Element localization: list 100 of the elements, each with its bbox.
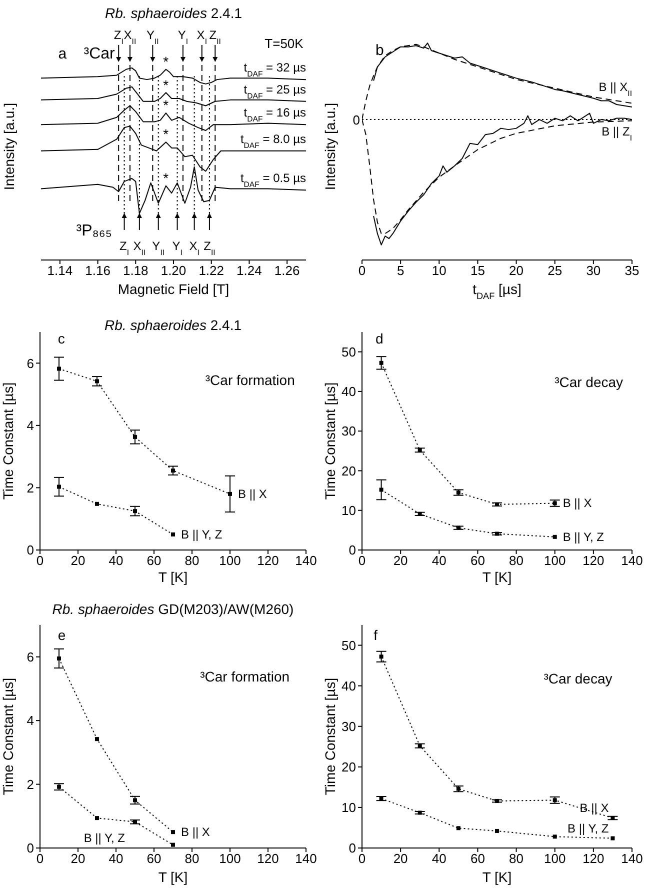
series-label: B || X$_{II}$ [598, 80, 632, 98]
ref-line-label: Z$_{I}$ [114, 28, 124, 46]
series-label: t$_{DAF}$ = 8.0 µs [240, 132, 306, 150]
x-tick-label: 1.24 [236, 263, 262, 278]
ref-line-label: Y$_{II}$ [146, 28, 159, 46]
annotation: * [163, 53, 170, 70]
y-axis-title: Time Constant [µs] [322, 678, 338, 796]
series-label: B || Y, Z [562, 530, 604, 544]
annotation: ³Car formation [205, 372, 295, 388]
ref-line-label: X$_{II}$ [133, 239, 146, 256]
x-tick-label: 1.18 [122, 263, 148, 278]
x-tick-label: 1.26 [274, 263, 300, 278]
y-tick-label: 0 [26, 542, 34, 558]
x-tick-label: 0 [358, 851, 366, 866]
ref-line-label: Y$_{I}$ [172, 239, 182, 256]
x-tick-label: 1.20 [160, 263, 186, 278]
x-tick-label: 120 [582, 553, 604, 568]
chart-title: Rb. sphaeroides 2.4.1 [104, 317, 242, 333]
annotation: e [58, 627, 66, 644]
chart-title: Rb. sphaeroides GD(M203)/AW(M260) [52, 601, 294, 617]
y-tick-label: 50 [342, 638, 356, 653]
x-tick-label: 140 [621, 553, 643, 568]
annotation: ³Car decay [554, 374, 624, 390]
x-tick-label: 25 [548, 263, 562, 278]
series-label: B || X [238, 486, 267, 501]
series-label: t$_{DAF}$ = 16 µs [244, 106, 306, 124]
x-axis-title: T [K] [158, 869, 188, 885]
x-tick-label: 30 [586, 263, 601, 278]
x-tick-label: 60 [470, 553, 485, 568]
ref-line-label: Y$_{II}$ [152, 239, 165, 256]
y-axis-title: Time Constant [µs] [322, 382, 338, 500]
x-tick-label: 80 [509, 553, 524, 568]
ref-line-label: Z$_{II}$ [209, 28, 221, 46]
x-tick-label: 20 [393, 851, 408, 866]
ref-line-label: X$_{I}$ [196, 28, 207, 46]
x-tick-label: 1.16 [85, 263, 110, 278]
x-tick-label: 120 [257, 851, 279, 866]
series-label: t$_{DAF}$ = 32 µs [244, 60, 306, 78]
x-tick-label: 80 [184, 553, 200, 568]
y-axis-title: Time Constant [µs] [0, 678, 16, 796]
x-tick-label: 140 [295, 553, 317, 568]
x-tick-label: 20 [70, 851, 86, 866]
annotation: * [163, 76, 170, 93]
text: a [58, 44, 68, 62]
y-tick-label: 0 [26, 840, 34, 856]
x-tick-label: 35 [624, 263, 640, 278]
y-tick-label: 10 [342, 502, 356, 518]
ref-line-label: X$_{II}$ [124, 28, 136, 46]
x-tick-label: 0 [36, 851, 44, 866]
x-tick-label: 60 [470, 851, 485, 866]
ref-line-label: Y$_{I}$ [178, 28, 188, 46]
text: T=50K [264, 36, 304, 51]
x-tick-label: 20 [509, 263, 524, 278]
y-tick-label: 2 [26, 776, 34, 792]
annotation: ³Car decay [544, 670, 612, 687]
annotation: * [163, 97, 170, 114]
annotation: d [376, 330, 384, 347]
x-axis-title: Magnetic Field [T] [118, 281, 230, 297]
series-label: t$_{DAF}$ = 25 µs [244, 82, 306, 100]
y-tick-label: 50 [342, 344, 356, 360]
y-tick-label: 30 [342, 424, 356, 439]
annotation: * [163, 126, 170, 142]
annotation: c [58, 330, 65, 347]
x-tick-label: 10 [432, 263, 446, 278]
ref-line-label: X$_{I}$ [189, 239, 200, 256]
annotation: ³Car formation [200, 668, 290, 684]
x-tick-label: 100 [219, 553, 241, 568]
y-tick-label: 20 [342, 463, 356, 478]
series-label: B || X [181, 825, 210, 840]
x-tick-label: 100 [544, 851, 566, 866]
x-tick-label: 40 [108, 851, 124, 866]
x-tick-label: 1.14 [47, 263, 73, 278]
x-tick-label: 80 [184, 851, 200, 866]
series-label: B || X [580, 800, 609, 815]
x-axis-title: T [K] [158, 569, 188, 585]
x-tick-label: 20 [70, 553, 86, 568]
y-tick-label: 0 [348, 840, 356, 856]
series-label: B || Z$_{I}$ [602, 124, 632, 142]
series-label: B || Y, Z [568, 821, 609, 836]
y-tick-label: 40 [342, 384, 356, 400]
x-tick-label: 80 [509, 851, 524, 866]
x-tick-label: 140 [295, 851, 317, 866]
y-tick-label: 20 [342, 760, 356, 775]
x-axis-title: t$_{DAF}$ [µs] [472, 281, 522, 301]
x-tick-label: 60 [146, 553, 162, 568]
x-tick-label: 120 [582, 851, 604, 866]
series-label: B || X [562, 496, 592, 510]
y-tick-label: 2 [26, 480, 34, 496]
series-label: B || Y, Z [181, 527, 222, 542]
y-tick-label: 30 [342, 718, 356, 734]
ref-line-label: Z$_{II}$ [204, 239, 216, 256]
y-tick-label: 10 [342, 800, 356, 816]
x-tick-label: 120 [257, 553, 279, 568]
y-tick-label: 4 [26, 418, 34, 434]
x-tick-label: 15 [470, 263, 485, 278]
y-axis-title: Intensity [a.u.] [322, 102, 338, 190]
x-tick-label: 1.22 [198, 263, 224, 278]
series-label: t$_{DAF}$ = 0.5 µs [240, 171, 306, 189]
ref-line-label: Z$_{I}$ [120, 239, 130, 256]
text: ³P₈₆₅ [76, 222, 112, 239]
